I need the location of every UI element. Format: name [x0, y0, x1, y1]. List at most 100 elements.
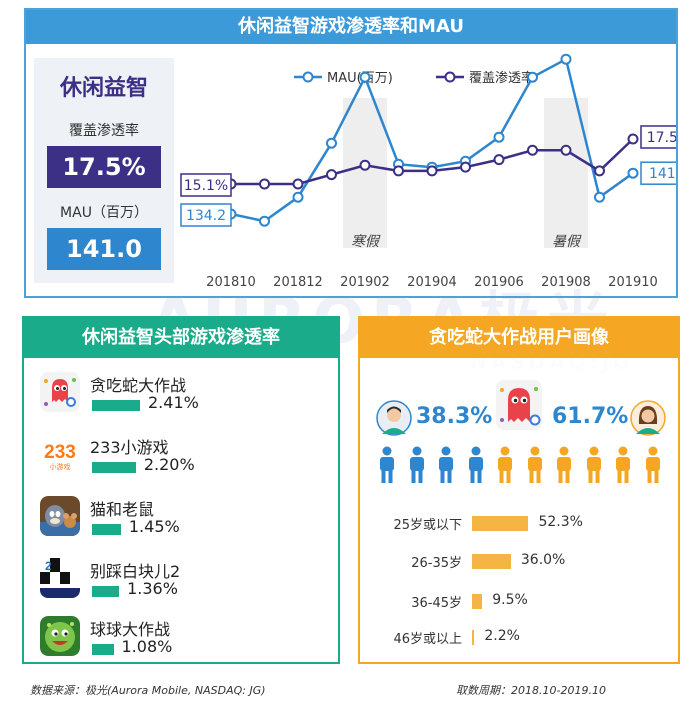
legend-label: 覆盖渗透率: [469, 70, 534, 86]
game-bar: [92, 586, 120, 597]
mau-value: 141.0: [47, 228, 161, 270]
game-row: 球球大作战 1.08%: [40, 614, 330, 666]
right-panel: 贪吃蛇大作战用户画像 38.3% 61.7% 25岁或以下 52.3% 26-3…: [358, 316, 680, 664]
game-value: 1.45%: [128, 517, 180, 536]
data-point: [594, 165, 605, 177]
age-bar: [472, 516, 529, 531]
male-person-icon: [380, 446, 394, 483]
data-source: 数据来源：极光(Aurora Mobile, NASDAQ: JG): [30, 684, 266, 697]
female-avatar-icon: [630, 400, 666, 436]
tom-jerry-icon: [40, 496, 80, 536]
female-person-icon: [645, 446, 660, 483]
game-row: 猫和老鼠 1.45%: [40, 494, 330, 546]
age-value: 9.5%: [492, 592, 528, 608]
coverage-label: 覆盖渗透率: [69, 123, 139, 139]
x-tick-label: 201902: [340, 275, 390, 290]
stat-category: 休闲益智: [59, 76, 148, 101]
game-row: 233 小游戏 233小游戏 2.20%: [40, 432, 330, 484]
data-point: [259, 178, 270, 190]
male-person-icon: [439, 446, 453, 483]
data-point: [460, 161, 471, 173]
age-label: 25岁或以下: [393, 518, 462, 533]
age-label: 26-35岁: [411, 556, 462, 571]
age-label: 46岁或以上: [393, 632, 462, 647]
x-tick-label: 201910: [608, 275, 658, 290]
x-tick-label: 201908: [541, 275, 591, 290]
data-point: [292, 191, 304, 203]
left-panel-title: 休闲益智头部游戏渗透率: [24, 318, 338, 358]
game-name: 球球大作战: [90, 620, 171, 639]
legend-marker: [444, 71, 456, 83]
male-avatar-icon: [376, 400, 412, 436]
piano-tiles-icon-text: 2: [45, 559, 52, 573]
holiday-label: 寒假: [351, 234, 381, 250]
x-tick-label: 201810: [206, 275, 256, 290]
male-percentage: 38.3%: [416, 404, 493, 429]
data-point: [627, 167, 639, 179]
game-bar: [92, 644, 114, 655]
start-mau-label: 134.2: [186, 208, 226, 224]
female-person-icon: [527, 446, 542, 483]
game-value: 2.41%: [148, 393, 199, 412]
data-point: [292, 178, 304, 190]
data-point: [259, 215, 270, 227]
age-value: 36.0%: [520, 552, 566, 568]
233-icon-subtext: 小游戏: [50, 462, 71, 471]
start-mau-label-box: [180, 203, 232, 227]
coverage-value: 17.5%: [47, 146, 161, 188]
game-value: 1.08%: [121, 637, 173, 656]
end-mau-label: 141.0: [649, 166, 676, 182]
game-row: 2 别踩白块儿2 1.36%: [40, 556, 330, 608]
data-point: [527, 144, 538, 156]
data-point: [493, 131, 505, 143]
end-coverage-label-box: [640, 125, 676, 149]
233-icon: 233 小游戏: [40, 434, 80, 474]
right-panel-title: 贪吃蛇大作战用户画像: [360, 318, 678, 358]
x-tick-label: 201906: [474, 275, 524, 290]
233-icon-text: 233: [44, 442, 76, 463]
age-value: 2.2%: [484, 628, 520, 644]
data-point: [627, 133, 639, 145]
game-name: 猫和老鼠: [90, 500, 155, 519]
holiday-shade: [343, 98, 387, 248]
data-point: [359, 159, 371, 171]
data-point: [359, 71, 371, 83]
ball-battle-icon: [40, 616, 80, 656]
x-tick-label: 201812: [273, 275, 323, 290]
data-point: [326, 137, 337, 149]
age-label: 36-45岁: [411, 596, 462, 611]
male-person-icon: [468, 446, 483, 483]
start-coverage-label-box: [180, 173, 232, 197]
snake-icon: [40, 372, 80, 412]
age-bar: [472, 630, 475, 645]
start-coverage-label: 15.1%: [184, 178, 228, 194]
x-tick-label: 201904: [407, 275, 457, 290]
age-bar: [472, 554, 511, 569]
data-point: [594, 191, 605, 203]
data-point: [326, 169, 337, 181]
female-percentage: 61.7%: [552, 404, 629, 429]
game-name: 别踩白块儿2: [90, 562, 181, 581]
game-row: 贪吃蛇大作战 2.41%: [40, 370, 330, 422]
data-period: 取数周期：2018.10-2019.10: [456, 684, 606, 697]
game-value: 1.36%: [127, 579, 178, 598]
male-person-icon: [409, 446, 424, 483]
game-name: 233小游戏: [90, 438, 169, 457]
stat-box: 休闲益智 覆盖渗透率 17.5% MAU（百万） 141.0: [34, 58, 174, 283]
data-point: [426, 165, 438, 177]
game-name: 贪吃蛇大作战: [90, 376, 187, 395]
female-person-icon: [498, 446, 512, 483]
snake-mascot-icon: [496, 380, 542, 430]
female-person-icon: [557, 446, 571, 483]
female-person-icon: [586, 446, 601, 483]
holiday-label: 暑假: [552, 234, 582, 250]
data-point: [393, 165, 404, 177]
legend-marker: [302, 71, 314, 83]
end-coverage-label: 17.5%: [647, 130, 676, 146]
top-panel: 休闲益智游戏渗透率和MAU 休闲益智 覆盖渗透率 17.5% MAU（百万） 1…: [24, 8, 678, 298]
end-mau-label-box: [640, 161, 676, 185]
data-point: [560, 53, 572, 65]
left-panel: 休闲益智头部游戏渗透率 贪吃蛇大作战 2.41% 233 小游戏 233小游戏: [22, 316, 340, 664]
female-person-icon: [616, 446, 630, 483]
top-panel-title: 休闲益智游戏渗透率和MAU: [26, 10, 676, 44]
